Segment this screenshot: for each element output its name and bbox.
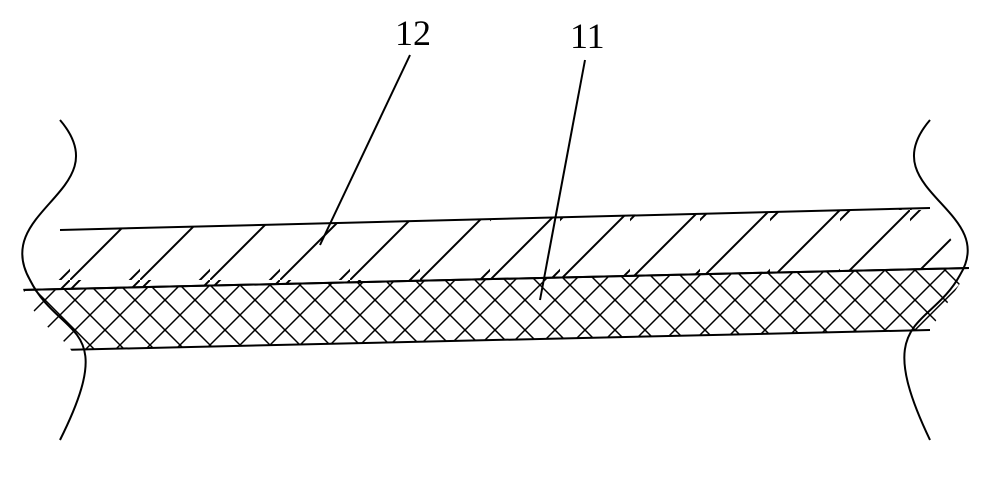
cross-section-diagram: 12 11 — [0, 0, 1000, 500]
label-12: 12 — [395, 13, 431, 53]
label-11: 11 — [570, 16, 605, 56]
leader-12 — [320, 55, 410, 245]
